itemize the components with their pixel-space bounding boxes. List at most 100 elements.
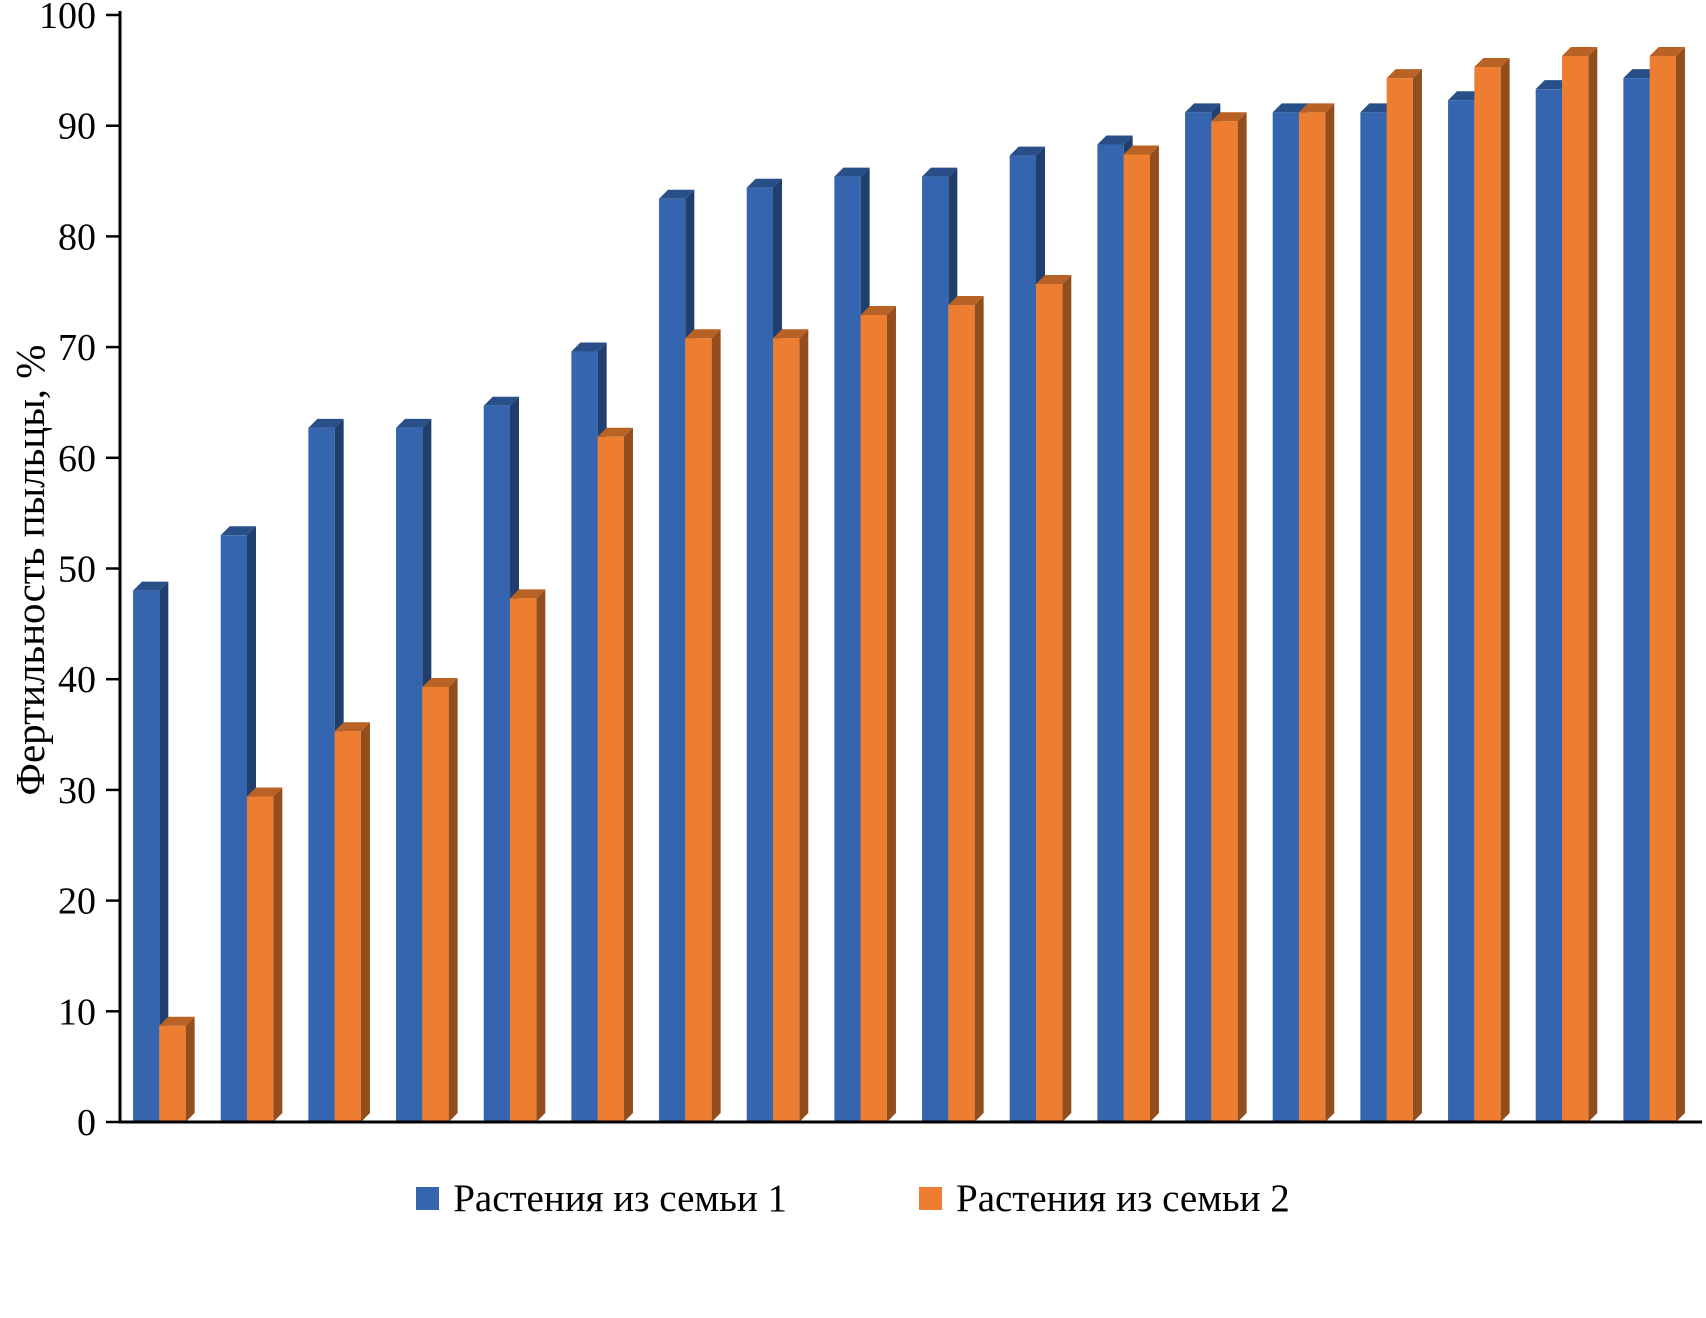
bar-top — [834, 167, 870, 177]
bar-face — [746, 187, 773, 1122]
bar-face — [860, 314, 887, 1122]
legend-swatch-family1-icon — [416, 1187, 440, 1210]
bar-chart-canvas: 0 10 20 30 40 50 60 70 80 90 100 — [39, 0, 1702, 1144]
bar-face — [1036, 284, 1063, 1123]
bar-top — [860, 305, 896, 315]
bar-face — [1009, 155, 1036, 1123]
bar-top — [571, 342, 607, 352]
y-tick-label: 20 — [58, 881, 96, 923]
bar-top — [220, 526, 256, 536]
bar-face — [1649, 55, 1676, 1123]
legend-label-family2: Растения из семьи 2 — [956, 1177, 1290, 1220]
bar-top — [1474, 58, 1510, 68]
bar-group-3-series-2 — [334, 722, 370, 1122]
bar-face — [1623, 78, 1650, 1122]
bar-group-15-series-2 — [1386, 69, 1422, 1122]
legend-swatch-family2-icon — [919, 1187, 942, 1210]
bar-top — [510, 589, 546, 599]
bar-group-12-series-2 — [1123, 145, 1159, 1122]
bar-side — [799, 329, 809, 1122]
legend: Растения из семьи 1 Растения из семьи 2 — [0, 1176, 1706, 1221]
bar-face — [308, 427, 335, 1122]
bar-top — [1299, 103, 1335, 113]
bar-top — [247, 787, 283, 797]
bar-group-9-series-2 — [860, 305, 896, 1122]
bar-top — [948, 296, 984, 306]
y-tick-label: 60 — [58, 438, 96, 480]
y-tick-label: 30 — [58, 770, 96, 812]
legend-item-family1: Растения из семьи 1 — [416, 1176, 787, 1221]
bar-top — [1562, 46, 1598, 56]
bar-group-5-series-2 — [510, 589, 546, 1122]
bar-face — [1535, 89, 1562, 1123]
bar-side — [1149, 145, 1159, 1122]
bar-top — [659, 189, 695, 199]
bar-group-17-series-2 — [1562, 46, 1598, 1123]
bar-face — [1386, 78, 1413, 1122]
bar-face — [571, 351, 598, 1122]
bar-top — [773, 329, 809, 339]
bar-face — [773, 338, 800, 1122]
y-tick-label: 80 — [58, 216, 96, 258]
bar-top — [1272, 103, 1308, 113]
bar-face — [159, 1025, 186, 1122]
bar-group-6-series-2 — [597, 427, 633, 1123]
bar-group-18-series-2 — [1649, 46, 1685, 1123]
bar-face — [1211, 121, 1238, 1123]
bar-face — [1448, 100, 1475, 1122]
bar-side — [1588, 46, 1598, 1123]
bar-side — [159, 581, 169, 1122]
bar-top — [746, 178, 782, 188]
bar-top — [1036, 275, 1072, 285]
bar-face — [220, 535, 247, 1122]
bar-side — [1500, 58, 1510, 1122]
bar-group-4-series-2 — [422, 677, 458, 1122]
bar-group-16-series-2 — [1474, 58, 1510, 1122]
bar-group-13-series-2 — [1211, 112, 1247, 1123]
y-tick-label: 40 — [58, 659, 96, 701]
bar-face — [685, 338, 712, 1122]
bar-top — [1649, 46, 1685, 56]
bar-face — [1185, 112, 1212, 1122]
bar-face — [422, 686, 449, 1122]
bar-top — [334, 722, 370, 732]
bar-side — [623, 427, 633, 1123]
bar-side — [711, 329, 721, 1122]
bar-face — [1360, 112, 1387, 1122]
bar-side — [1412, 69, 1422, 1122]
bar-face — [510, 598, 537, 1122]
bar-top — [1185, 103, 1221, 113]
bar-group-7-series-2 — [685, 329, 721, 1122]
bar-face — [334, 731, 361, 1122]
bar-group-11-series-2 — [1036, 275, 1072, 1123]
bar-face — [1474, 67, 1501, 1122]
bar-face — [1562, 55, 1589, 1123]
bar-side — [1062, 275, 1072, 1123]
bar-side — [273, 787, 283, 1122]
bar-side — [1675, 46, 1685, 1123]
bar-top — [1009, 146, 1045, 156]
y-tick-label: 0 — [77, 1102, 96, 1144]
bar-face — [483, 405, 510, 1122]
legend-item-family2: Растения из семьи 2 — [919, 1176, 1290, 1221]
bar-top — [396, 418, 432, 428]
bar-top — [133, 581, 169, 591]
y-tick-label: 90 — [58, 106, 96, 148]
legend-label-family1: Растения из семьи 1 — [453, 1177, 787, 1220]
bar-side — [536, 589, 546, 1122]
bar-side — [974, 296, 984, 1122]
bar-group-14-series-2 — [1299, 103, 1335, 1122]
bar-top — [1211, 112, 1247, 122]
bar-top — [483, 396, 519, 406]
bar-face — [133, 590, 160, 1122]
bar-face — [1123, 154, 1150, 1122]
bar-top — [1097, 135, 1133, 145]
bar-side — [886, 305, 896, 1122]
bar-face — [659, 198, 686, 1123]
bar-top — [1386, 69, 1422, 79]
y-tick-label: 100 — [39, 0, 96, 37]
bar-group-2-series-2 — [247, 787, 283, 1122]
bar-top — [922, 167, 958, 177]
bar-top — [597, 427, 633, 437]
